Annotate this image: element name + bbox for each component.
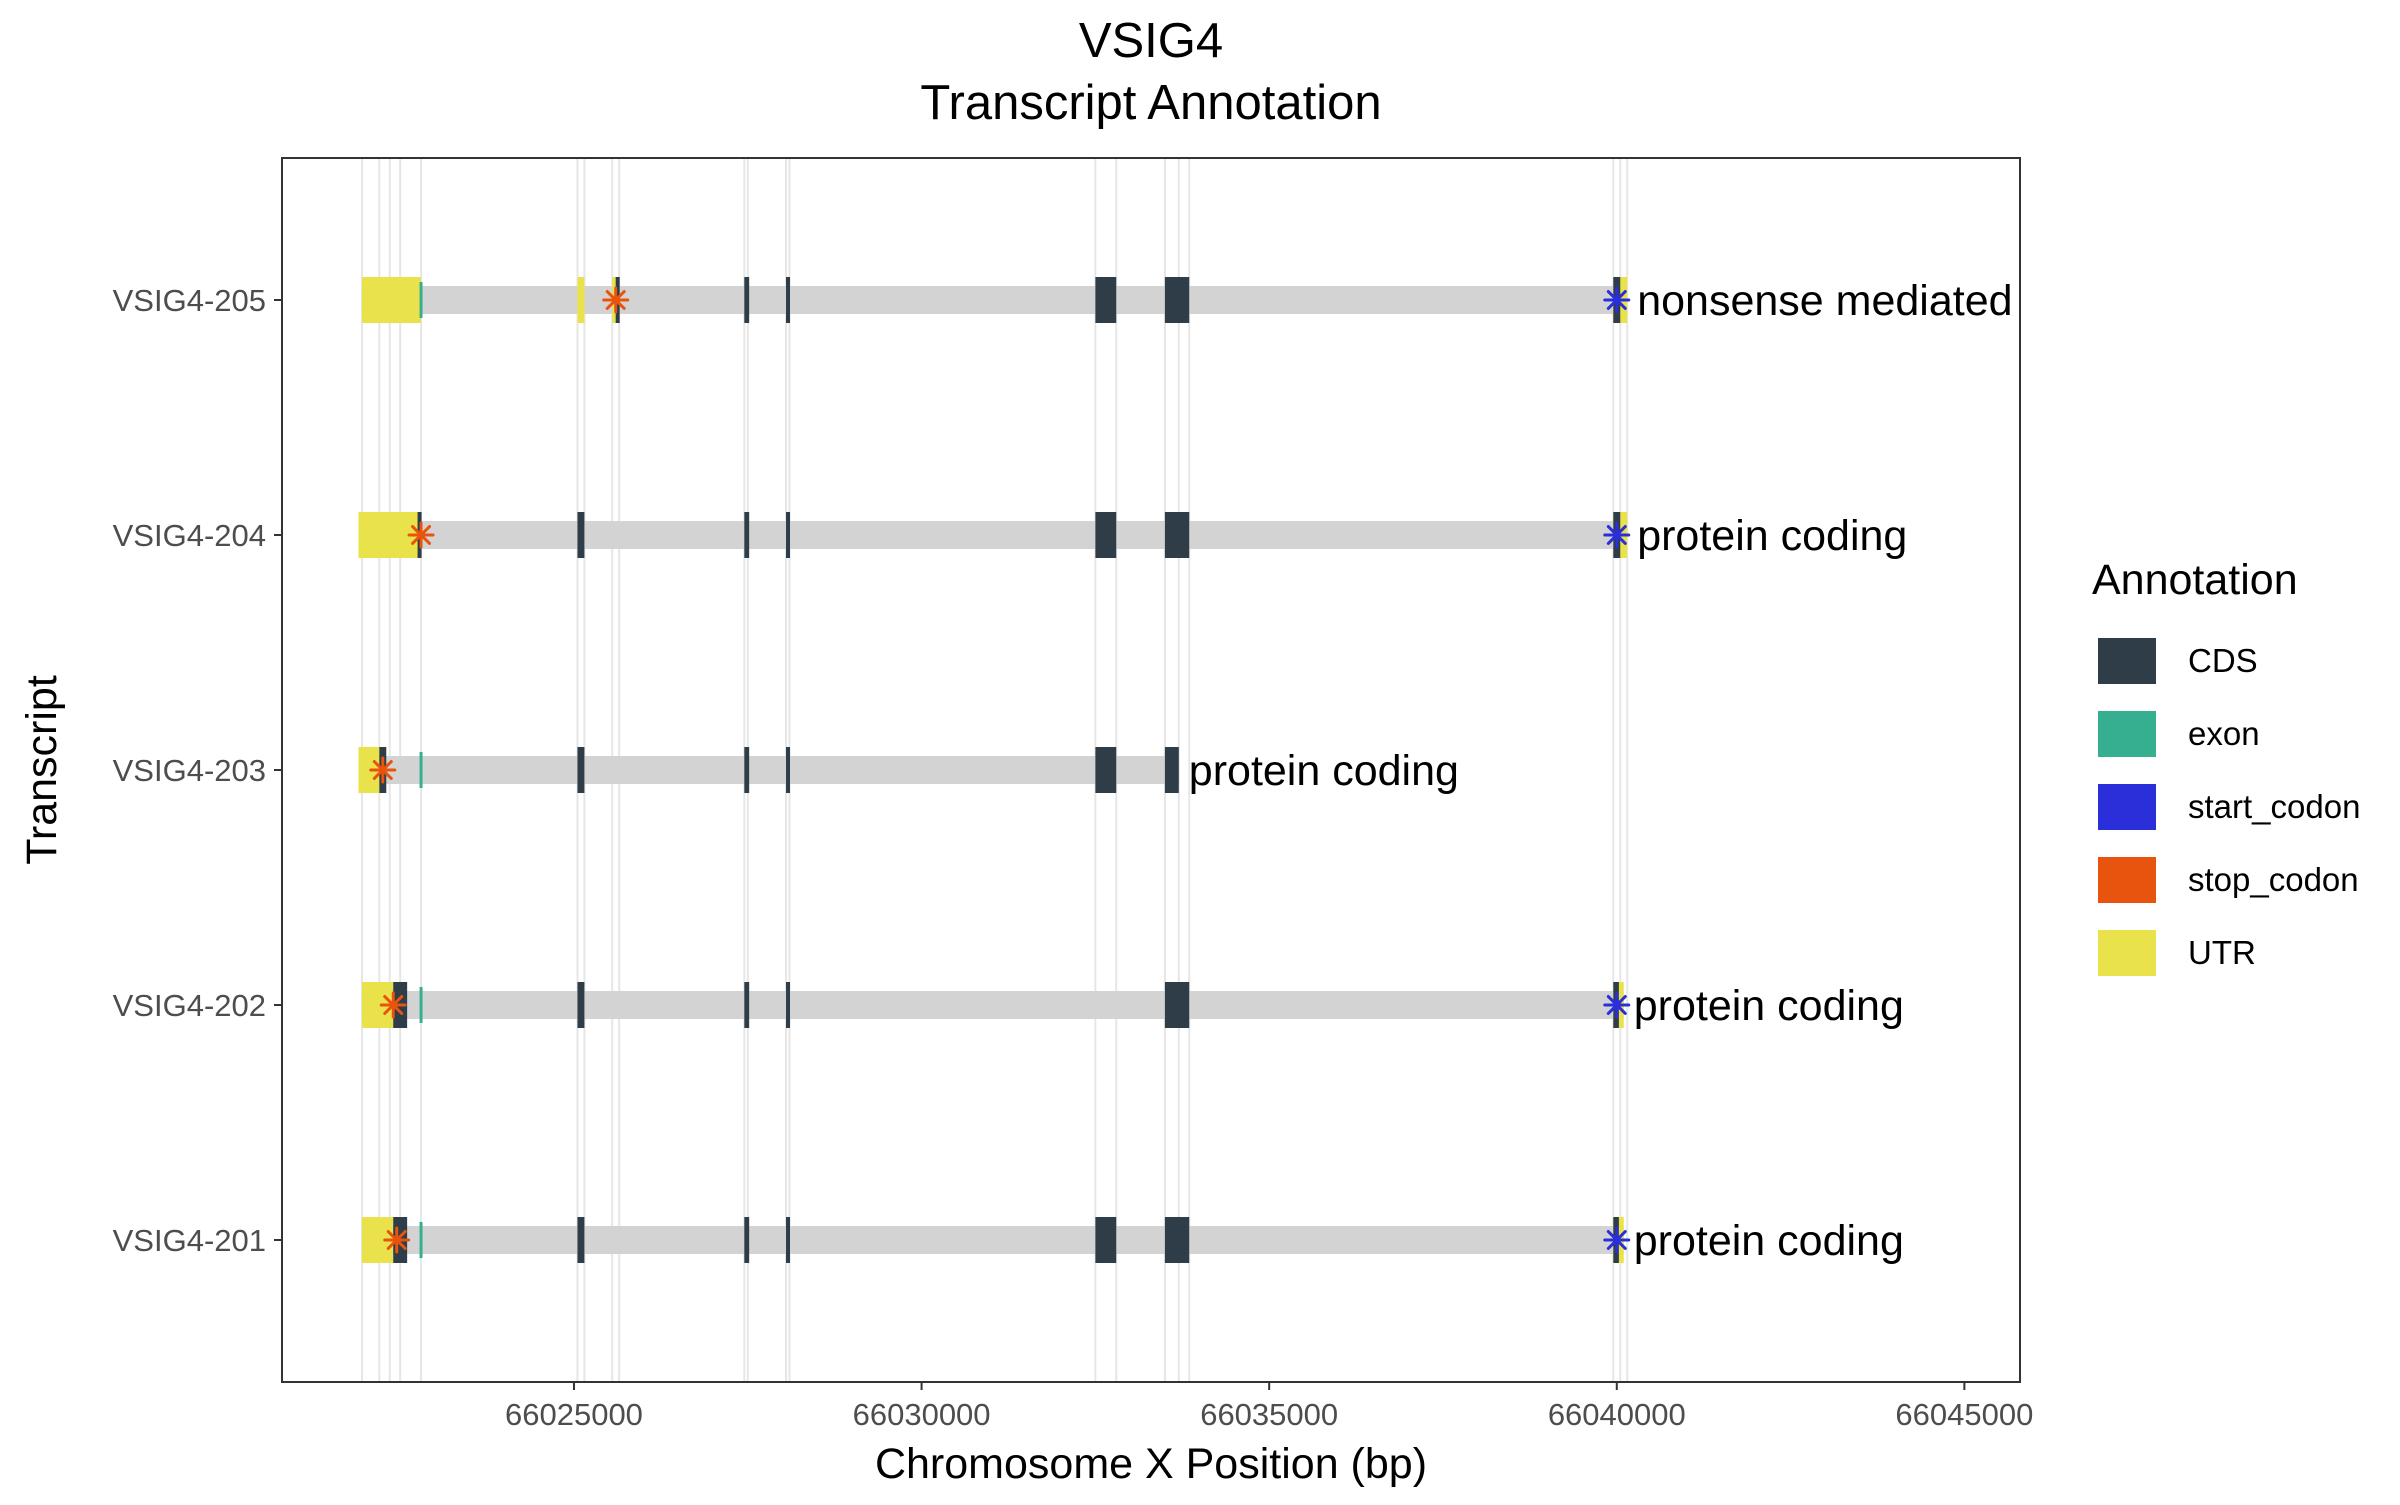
start-codon-marker bbox=[1603, 286, 1631, 314]
cds-block bbox=[1164, 512, 1190, 558]
transcript-biotype-label: nonsense mediated decay bbox=[1637, 277, 2140, 325]
y-tick-label: VSIG4-203 bbox=[113, 753, 266, 788]
x-tick-label: 66025000 bbox=[505, 1397, 643, 1432]
exon-mark bbox=[419, 987, 423, 1023]
legend-swatch bbox=[2098, 711, 2156, 757]
x-axis-label: Chromosome X Position (bp) bbox=[875, 1440, 1427, 1488]
cds-block bbox=[786, 512, 791, 558]
cds-block bbox=[786, 747, 791, 793]
legend: Annotation CDS exon start_codon stop_codon U… bbox=[2092, 556, 2360, 976]
y-tick-label: VSIG4-204 bbox=[113, 518, 266, 553]
legend-swatch bbox=[2098, 930, 2156, 976]
chart-subtitle: Transcript Annotation bbox=[920, 76, 1381, 130]
cds-block bbox=[1095, 747, 1117, 793]
start-codon-marker bbox=[1603, 991, 1631, 1019]
transcript-row: protein coding bbox=[358, 512, 1907, 560]
x-tick-label: 66040000 bbox=[1548, 1397, 1686, 1432]
transcript-biotype-label: protein coding bbox=[1189, 747, 1459, 795]
utr-block bbox=[577, 277, 585, 323]
transcript-biotype-label: protein coding bbox=[1637, 512, 1907, 560]
cds-block bbox=[744, 982, 750, 1028]
stop-codon-marker bbox=[369, 756, 397, 784]
cds-block bbox=[744, 277, 750, 323]
legend-label: CDS bbox=[2188, 642, 2258, 679]
transcript-row: nonsense mediated decay bbox=[361, 277, 2140, 325]
x-tick-label: 66035000 bbox=[1200, 1397, 1338, 1432]
cds-block bbox=[1095, 277, 1117, 323]
stop-codon-marker bbox=[602, 286, 630, 314]
x-axis: 66025000 66030000 66035000 66040000 66045000 bbox=[505, 1382, 2033, 1432]
cds-block bbox=[577, 982, 585, 1028]
legend-swatch bbox=[2098, 638, 2156, 684]
cds-block bbox=[786, 982, 791, 1028]
transcript-row: protein coding bbox=[358, 747, 1459, 795]
intron-line bbox=[358, 756, 1179, 784]
cds-block bbox=[1095, 1217, 1117, 1263]
x-tick-label: 66030000 bbox=[853, 1397, 991, 1432]
cds-block bbox=[786, 1217, 791, 1263]
exon-mark bbox=[419, 282, 423, 318]
legend-label: exon bbox=[2188, 715, 2260, 752]
y-tick-label: VSIG4-205 bbox=[113, 283, 266, 318]
y-axis-label: Transcript bbox=[18, 675, 66, 865]
transcript-biotype-label: protein coding bbox=[1634, 1217, 1904, 1265]
intron-line bbox=[361, 286, 1628, 314]
cds-block bbox=[744, 512, 750, 558]
cds-block bbox=[744, 1217, 750, 1263]
legend-swatch bbox=[2098, 857, 2156, 903]
cds-block bbox=[744, 747, 750, 793]
cds-block bbox=[577, 1217, 585, 1263]
utr-block bbox=[358, 747, 380, 793]
intron-line bbox=[361, 991, 1624, 1019]
start-codon-marker bbox=[1603, 1226, 1631, 1254]
transcript-tracks: nonsense mediated decay protein coding pro… bbox=[358, 277, 2140, 1265]
intron-line bbox=[361, 1226, 1624, 1254]
stop-codon-marker bbox=[383, 1226, 411, 1254]
cds-block bbox=[1095, 512, 1117, 558]
cds-block bbox=[1164, 1217, 1190, 1263]
y-tick-label: VSIG4-201 bbox=[113, 1223, 266, 1258]
legend-label: start_codon bbox=[2188, 788, 2360, 825]
stop-codon-marker bbox=[379, 991, 407, 1019]
utr-block bbox=[361, 277, 422, 323]
y-tick-label: VSIG4-202 bbox=[113, 988, 266, 1023]
cds-block bbox=[577, 512, 585, 558]
x-tick-label: 66045000 bbox=[1895, 1397, 2033, 1432]
exon-mark bbox=[419, 1222, 423, 1258]
transcript-biotype-label: protein coding bbox=[1634, 982, 1904, 1030]
cds-block bbox=[1164, 277, 1190, 323]
legend-title: Annotation bbox=[2092, 556, 2298, 604]
legend-swatch bbox=[2098, 784, 2156, 830]
cds-block bbox=[786, 277, 791, 323]
cds-block bbox=[577, 747, 585, 793]
y-axis: VSIG4-205 VSIG4-204 VSIG4-203 VSIG4-202 VSIG… bbox=[113, 283, 282, 1258]
transcript-row: protein coding bbox=[361, 982, 1904, 1030]
chart-title: VSIG4 bbox=[1079, 14, 1223, 68]
cds-block bbox=[1164, 982, 1190, 1028]
transcript-row: protein coding bbox=[361, 1217, 1904, 1265]
exon-mark bbox=[419, 752, 423, 788]
intron-line bbox=[358, 521, 1628, 549]
legend-label: stop_codon bbox=[2188, 861, 2359, 898]
start-codon-marker bbox=[1603, 521, 1631, 549]
legend-label: UTR bbox=[2188, 934, 2256, 971]
cds-block bbox=[1164, 747, 1179, 793]
stop-codon-marker bbox=[407, 521, 435, 549]
